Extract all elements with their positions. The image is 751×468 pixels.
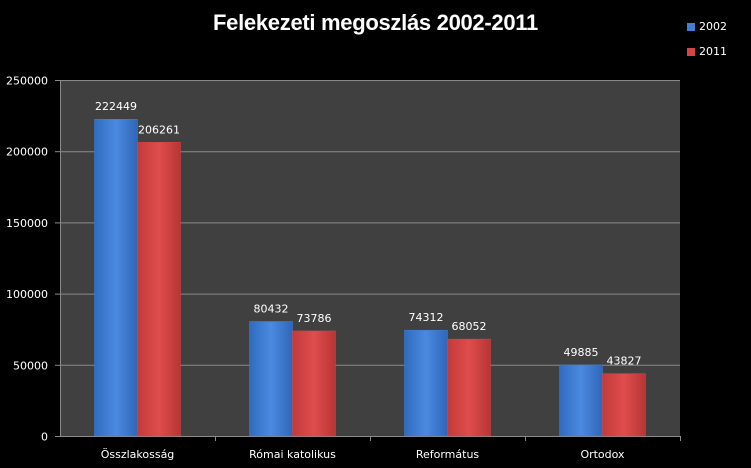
x-tick-label: Református [416, 448, 480, 461]
data-label: 49885 [564, 346, 599, 359]
legend-swatch-2002 [687, 22, 695, 31]
bar-2011 [447, 338, 491, 437]
data-label: 73786 [297, 312, 332, 325]
bar-2011 [602, 373, 646, 437]
bar-2002 [94, 118, 138, 437]
bar-2002 [559, 364, 603, 437]
y-tick-label: 0 [41, 431, 48, 444]
y-tick-label: 50000 [13, 359, 48, 372]
legend-item-2002: 2002 [687, 20, 727, 33]
y-tick-label: 150000 [6, 217, 48, 230]
y-tick-label: 100000 [6, 288, 48, 301]
bar-2011 [137, 142, 181, 437]
x-tick-label: Római katolikus [249, 448, 336, 461]
data-label: 80432 [254, 302, 289, 315]
bar-2011 [292, 330, 336, 437]
bar-2002 [249, 321, 293, 437]
x-tick-label: Összlakosság [101, 448, 175, 461]
y-tick-label: 250000 [6, 75, 48, 88]
data-label: 68052 [452, 320, 487, 333]
chart-title: Felekezeti megoszlás 2002-2011 [213, 10, 538, 35]
legend-label: 2002 [699, 20, 727, 33]
data-label: 43827 [607, 355, 642, 368]
bar-2002 [404, 329, 448, 437]
legend-label: 2011 [699, 45, 727, 58]
data-label: 74312 [409, 311, 444, 324]
x-tick-label: Ortodox [580, 448, 625, 461]
legend-swatch-2011 [687, 47, 695, 56]
data-label: 222449 [95, 100, 137, 113]
y-tick-label: 200000 [6, 146, 48, 159]
legend-item-2011: 2011 [687, 45, 727, 58]
data-label: 206261 [138, 123, 180, 136]
